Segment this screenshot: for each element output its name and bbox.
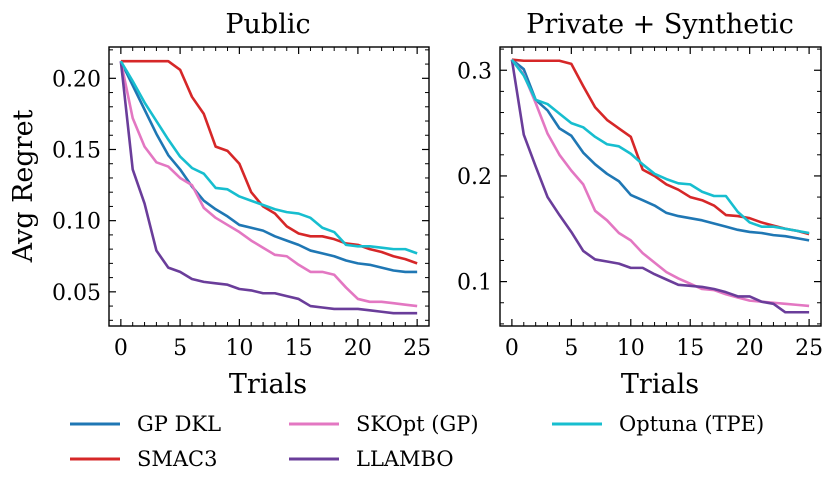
legend-item-llambo: LLAMBO <box>289 447 454 471</box>
x-axis-label: Trials <box>229 369 307 400</box>
y-tick-label: 0.05 <box>52 281 101 306</box>
chart-title: Private + Synthetic <box>526 9 794 40</box>
legend-item-skopt-gp: SKOpt (GP) <box>289 412 479 436</box>
x-tick-label: 10 <box>617 336 645 361</box>
plot-frame <box>499 46 822 327</box>
series-line-skopt-gp <box>510 58 810 308</box>
x-tick-label: 10 <box>225 336 253 361</box>
series-line-llambo <box>119 61 418 315</box>
series-line-llambo <box>510 59 810 314</box>
plot-frame <box>108 46 430 327</box>
y-tick-label: 0.20 <box>52 67 101 92</box>
x-tick-label: 25 <box>403 336 431 361</box>
x-tick-label: 5 <box>564 336 578 361</box>
x-tick-label: 15 <box>676 336 704 361</box>
y-tick-label: 0.10 <box>52 210 101 235</box>
x-tick-label: 20 <box>736 336 764 361</box>
x-tick-label: 0 <box>505 336 519 361</box>
series-line-smac3 <box>120 59 418 265</box>
x-tick-label: 15 <box>285 336 313 361</box>
y-tick-label: 0.15 <box>52 138 101 163</box>
series-line-optuna-tpe <box>510 58 810 235</box>
chart-panel-private-synthetic: Private + Synthetic Trials 0 5 10 15 20 25 0.1… <box>457 9 823 400</box>
x-axis-label: Trials <box>621 369 699 400</box>
x-tick-label: 25 <box>795 336 823 361</box>
legend-label: Optuna (TPE) <box>619 412 764 436</box>
x-tick-label: 20 <box>344 336 372 361</box>
series-line-gp-dkl <box>119 60 418 274</box>
y-axis-label: Avg Regret <box>8 109 39 263</box>
series-line-smac3 <box>511 58 810 236</box>
x-tick-label: 0 <box>114 336 128 361</box>
chart-panel-public: Public Trials Avg Regret 0 5 10 15 20 25 0.05 0… <box>8 9 431 400</box>
series-line-optuna-tpe <box>119 60 418 255</box>
legend-label: SKOpt (GP) <box>356 412 479 436</box>
legend-item-optuna-tpe: Optuna (TPE) <box>552 412 764 436</box>
series-line-skopt-gp <box>119 60 418 308</box>
legend-label: SMAC3 <box>137 447 217 471</box>
legend-item-gp-dkl: GP DKL <box>70 412 221 436</box>
series-line-gp-dkl <box>511 58 810 242</box>
y-tick-label: 0.3 <box>457 59 492 84</box>
legend-label: LLAMBO <box>356 447 454 471</box>
x-tick-label: 5 <box>173 336 187 361</box>
y-tick-label: 0.1 <box>457 271 492 296</box>
legend: GP DKL SMAC3 SKOpt (GP) LLAMBO Optuna (T… <box>70 412 764 471</box>
chart-title: Public <box>225 9 310 40</box>
legend-label: GP DKL <box>137 412 221 436</box>
y-tick-label: 0.2 <box>457 165 492 190</box>
legend-item-smac3: SMAC3 <box>70 447 217 471</box>
